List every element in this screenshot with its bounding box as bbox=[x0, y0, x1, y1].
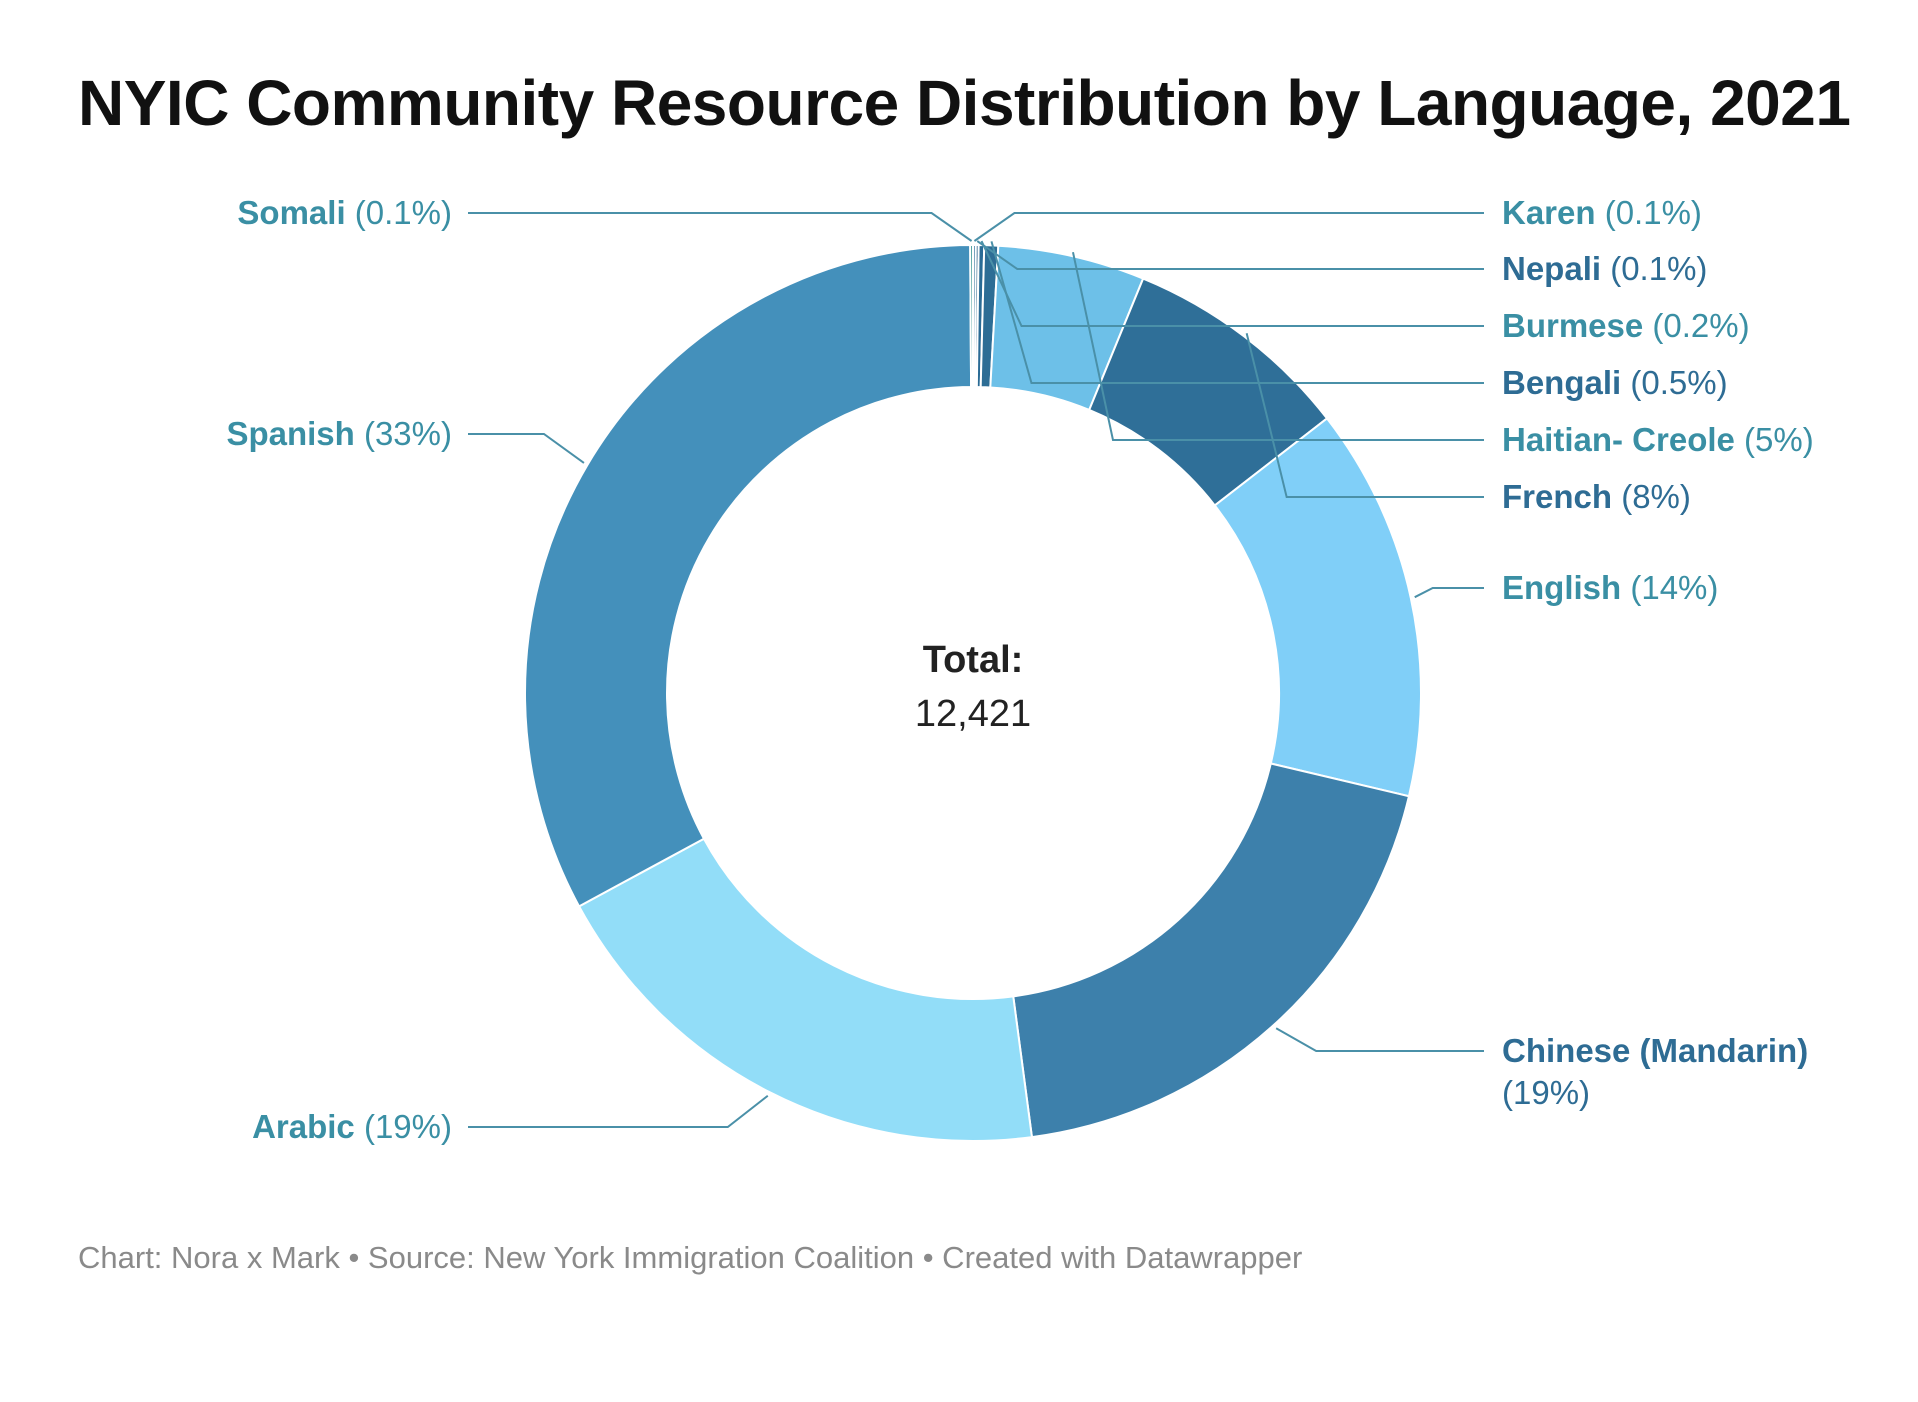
slice-label-burmese: Burmese (0.2%) bbox=[1502, 307, 1750, 344]
leader-line-french bbox=[1245, 333, 1484, 498]
chart-title: NYIC Community Resource Distribution by … bbox=[78, 67, 1851, 139]
slice-label-name: Arabic bbox=[252, 1108, 355, 1145]
slice-label-name: Bengali bbox=[1502, 364, 1621, 401]
slice-label-percent: (0.5%) bbox=[1621, 364, 1727, 401]
slice-label-chinese-mandarin: Chinese (Mandarin) (19%) bbox=[1502, 1032, 1808, 1111]
slice-label-english: English (14%) bbox=[1502, 569, 1718, 606]
slice-arabic[interactable] bbox=[577, 837, 1034, 1142]
slice-label-percent: (5%) bbox=[1735, 421, 1814, 458]
slice-label-nepali: Nepali (0.1%) bbox=[1502, 250, 1707, 287]
leader-line-chinese-mandarin bbox=[1275, 1027, 1484, 1052]
slice-chinese-mandarin[interactable] bbox=[1012, 762, 1411, 1139]
slice-label-name: Nepali bbox=[1502, 250, 1601, 287]
leader-line-burmese bbox=[980, 240, 1484, 327]
leader-line-haitian-creole bbox=[1072, 251, 1484, 441]
slice-label-percent: (19%) bbox=[1502, 1074, 1590, 1111]
slice-label-name: Somali bbox=[237, 194, 345, 231]
slice-label-percent: (8%) bbox=[1612, 478, 1691, 515]
leader-line-english bbox=[1414, 587, 1484, 599]
slice-label-name: Karen bbox=[1502, 194, 1596, 231]
leader-line-somali bbox=[468, 212, 973, 242]
slice-label-percent: (0.1%) bbox=[1596, 194, 1702, 231]
leader-lines bbox=[468, 212, 1484, 1128]
slice-label-percent: (0.1%) bbox=[1601, 250, 1707, 287]
slice-spanish[interactable] bbox=[524, 244, 973, 908]
slice-label-percent: (0.2%) bbox=[1643, 307, 1749, 344]
slice-label-name: English bbox=[1502, 569, 1621, 606]
slice-label-percent: (33%) bbox=[355, 415, 452, 452]
center-total-label: Total: bbox=[923, 639, 1024, 681]
slice-label-percent: (0.1%) bbox=[346, 194, 452, 231]
donut-slices bbox=[524, 243, 1423, 1142]
slice-label-name: Spanish bbox=[226, 415, 354, 452]
slice-label-bengali: Bengali (0.5%) bbox=[1502, 364, 1728, 401]
chart-footer: Chart: Nora x Mark • Source: New York Im… bbox=[78, 1240, 1303, 1275]
slice-label-percent: (14%) bbox=[1621, 569, 1718, 606]
slice-label-arabic: Arabic (19%) bbox=[252, 1108, 452, 1145]
leader-line-karen bbox=[973, 212, 1484, 242]
slice-label-name: Haitian- Creole bbox=[1502, 421, 1735, 458]
slice-label-french: French (8%) bbox=[1502, 478, 1691, 515]
leader-line-nepali bbox=[976, 240, 1484, 270]
slice-label-name: Burmese bbox=[1502, 307, 1643, 344]
slice-labels: Karen (0.1%)Nepali (0.1%)Burmese (0.2%)B… bbox=[226, 194, 1813, 1145]
slice-label-karen: Karen (0.1%) bbox=[1502, 194, 1702, 231]
slice-label-name: French bbox=[1502, 478, 1612, 515]
slice-somali[interactable] bbox=[969, 243, 974, 389]
slice-label-spanish: Spanish (33%) bbox=[226, 415, 452, 452]
leader-line-arabic bbox=[468, 1094, 769, 1128]
slice-label-somali: Somali (0.1%) bbox=[237, 194, 452, 231]
center-total-value: 12,421 bbox=[915, 693, 1031, 735]
slice-label-name: Chinese (Mandarin) bbox=[1502, 1032, 1808, 1069]
slice-label-haitian-creole: Haitian- Creole (5%) bbox=[1502, 421, 1814, 458]
leader-line-bengali bbox=[990, 241, 1484, 384]
slice-label-percent: (19%) bbox=[355, 1108, 452, 1145]
leader-line-spanish bbox=[468, 433, 585, 464]
